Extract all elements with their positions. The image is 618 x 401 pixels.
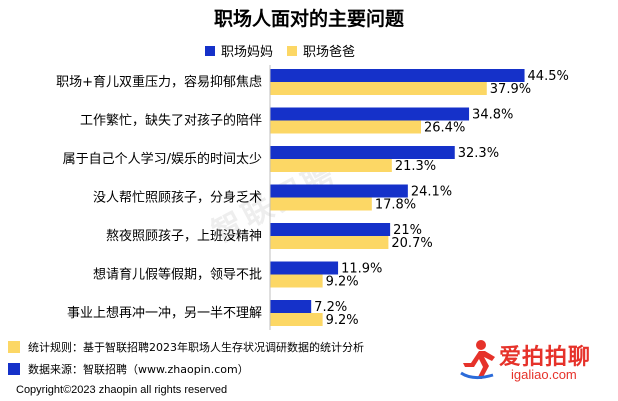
data-label-mom: 44.5% [528, 69, 569, 84]
legend-swatch-dad [287, 45, 298, 56]
bar-mom [270, 107, 470, 121]
data-label-mom: 24.1% [411, 185, 452, 200]
data-label-mom: 34.8% [472, 108, 513, 123]
bar-dad [270, 82, 487, 95]
bar-dad [270, 313, 323, 326]
runner-icon [460, 340, 495, 380]
copyright-text: Copyright©2023 zhaopin all rights reserv… [16, 384, 228, 396]
logo-text: 爱拍拍聊 [499, 345, 592, 370]
legend-label-mom: 职场妈妈 [221, 45, 274, 60]
legend-item-dad: 职场爸爸 [287, 41, 355, 60]
category-label: 工作繁忙，缺失了对孩子的陪伴 [80, 113, 262, 129]
bar-dad [270, 236, 389, 249]
data-label-mom: 7.2% [314, 300, 347, 315]
note-rule-text: 统计规则：基于智联招聘2023年职场人生存状况调研数据的统计分析 [28, 341, 364, 354]
legend-label-dad: 职场爸爸 [303, 45, 356, 60]
data-label-dad: 17.8% [375, 198, 416, 213]
bar-mom [270, 69, 525, 82]
category-label: 属于自己个人学习/娱乐的时间太少 [63, 151, 262, 167]
data-label-mom: 21% [393, 223, 422, 238]
data-label-dad: 37.9% [490, 82, 531, 97]
data-label-dad: 9.2% [326, 275, 359, 290]
data-label-dad: 21.3% [395, 159, 436, 174]
category-label: 想请育儿假等假期，领导不批 [93, 267, 262, 283]
bar-mom [270, 223, 391, 236]
data-label-dad: 20.7% [391, 236, 432, 251]
data-label-dad: 9.2% [326, 313, 359, 328]
bar-mom [270, 146, 455, 159]
site-logo: 爱拍拍聊 igaliao.com [459, 337, 609, 387]
category-label: 职场+育儿双重压力，容易抑郁焦虑 [56, 74, 262, 90]
note-swatch-yellow [8, 341, 20, 353]
chart-title: 职场人面对的主要问题 [213, 8, 404, 30]
note-rule: 统计规则：基于智联招聘2023年职场人生存状况调研数据的统计分析 [8, 336, 364, 358]
bar-dad [270, 197, 372, 211]
category-label: 熬夜照顾孩子，上班没精神 [106, 228, 262, 244]
data-label-mom: 32.3% [458, 146, 499, 161]
bar-dad [270, 120, 422, 134]
data-label-mom: 11.9% [341, 262, 382, 277]
chart-notes: 统计规则：基于智联招聘2023年职场人生存状况调研数据的统计分析 数据来源：智联… [8, 336, 364, 380]
bar-dad [270, 274, 323, 288]
category-label: 没人帮忙照顾孩子，分身乏术 [93, 190, 262, 206]
chart-legend: 职场妈妈 职场爸爸 [205, 41, 369, 60]
category-label: 事业上想再冲一冲，另一半不理解 [67, 305, 262, 321]
bar-mom [270, 300, 312, 313]
bar-mom [270, 184, 408, 198]
legend-swatch-mom [205, 45, 215, 56]
bar-mom [270, 261, 339, 275]
note-source: 数据来源：智联招聘（www.zhaopin.com） [8, 358, 364, 380]
data-label-dad: 26.4% [424, 121, 465, 136]
bar-dad [270, 159, 392, 172]
note-source-text: 数据来源：智联招聘（www.zhaopin.com） [28, 363, 249, 376]
legend-item-mom: 职场妈妈 [205, 41, 273, 60]
logo-url: igaliao.com [511, 367, 577, 382]
note-swatch-blue [8, 363, 20, 375]
